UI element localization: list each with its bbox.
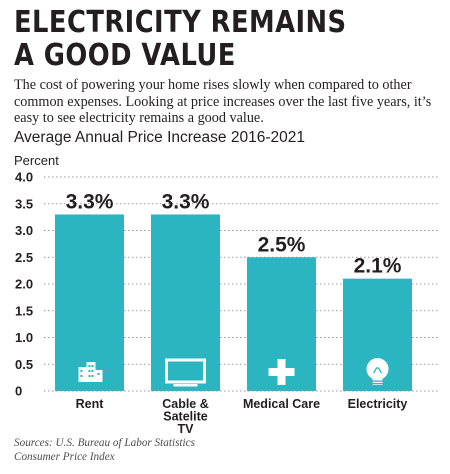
y-tick-label: 4.0 [15,170,33,185]
y-tick-label: 3.5 [15,196,33,211]
building-window [88,365,91,367]
y-tick-label: 0 [15,384,22,399]
bar [151,214,220,391]
bar [55,214,124,391]
source-line-1: Sources: U.S. Bureau of Labor Statistics [14,437,195,449]
lightbulb-icon [366,358,389,385]
bulb-filament [372,367,383,374]
building-window [91,370,94,372]
y-tick-label: 0.5 [15,357,33,372]
medical-cross-icon [268,359,295,385]
bar-value-label: 2.1% [354,255,402,278]
building-part [86,362,96,382]
building-window [88,375,91,377]
building-window [80,370,83,372]
tv-stand [173,384,198,387]
x-tick-label: Electricity [348,397,408,411]
tv-screen [165,358,206,384]
x-tick-label: Medical Care [243,397,320,411]
x-tick-label: Rent [76,397,105,411]
building-icon [78,362,103,382]
bulb-thread [372,380,383,382]
x-tick-label: Satelite [163,410,208,424]
chart-title: Average Annual Price Increase 2016-2021 [14,129,305,146]
x-tick-label: TV [178,422,195,436]
bar-value-label: 3.3% [162,190,210,213]
y-tick-label: 1.5 [15,303,33,318]
building-window [91,375,94,377]
bar-value-label: 3.3% [66,190,114,213]
y-axis-label: Percent [14,153,59,168]
building-window [91,365,94,367]
building-window [88,370,91,372]
tv-icon [165,358,206,387]
bar-value-label: 2.5% [258,233,306,256]
bulb-thread [372,383,383,385]
building-window [97,373,100,375]
building-part [95,370,103,382]
y-tick-label: 1.0 [15,330,33,345]
x-tick-label: Cable & [162,397,209,411]
y-tick-label: 3.0 [15,223,33,238]
building-part [78,367,87,382]
headline-line-2: A GOOD VALUE [14,38,236,73]
intro-text: The cost of powering your home rises slo… [14,77,432,126]
building-window [80,375,83,377]
headline: ELECTRICITY REMAINS A GOOD VALUE [14,6,384,72]
cross-horizontal [268,368,295,376]
y-tick-label: 2.0 [15,277,33,292]
headline-line-1: ELECTRICITY REMAINS [14,5,347,40]
source-line-2: Consumer Price Index [14,450,115,463]
y-tick-label: 2.5 [15,250,33,265]
source-note: Sources: U.S. Bureau of Labor Statistics… [14,437,195,464]
bulb-glass [366,358,389,380]
